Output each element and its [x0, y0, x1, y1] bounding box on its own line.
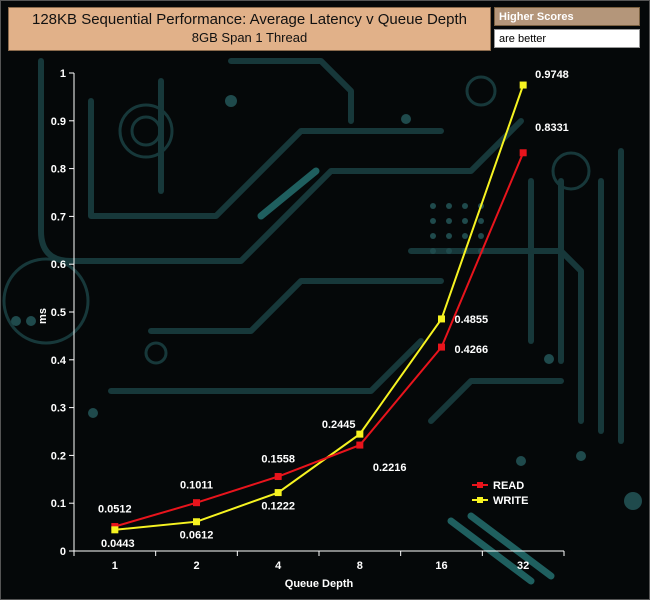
data-label-read: 0.0512 [98, 504, 132, 516]
series-line-write [114, 84, 525, 531]
data-label-read: 0.1011 [180, 480, 213, 492]
legend-label-read: READ [493, 480, 524, 492]
data-point-read [519, 149, 527, 157]
data-label-read: 0.1558 [261, 454, 295, 466]
chart-subtitle: 8GB Span 1 Thread [191, 30, 308, 45]
series-markers [111, 81, 527, 534]
series-line-read [114, 152, 525, 528]
x-tick-label: 2 [193, 560, 199, 572]
legend-swatch-marker [477, 497, 483, 503]
data-point-write [356, 430, 364, 438]
y-tick-label: 0.8 [51, 164, 66, 176]
data-point-read [274, 473, 282, 481]
y-tick-label: 0.2 [51, 450, 66, 462]
are-better-note: are better [494, 29, 640, 48]
x-tick-label: 32 [517, 560, 529, 572]
chart-title: 128KB Sequential Performance: Average La… [31, 11, 467, 28]
y-tick-label: 0.4 [51, 355, 67, 367]
data-label-write: 0.4855 [455, 314, 489, 326]
y-tick-label: 0.5 [51, 307, 66, 319]
x-tick-label: 16 [435, 560, 447, 572]
data-point-write [438, 315, 445, 323]
data-label-write: 0.0612 [180, 530, 214, 542]
data-label-read: 0.8331 [535, 122, 569, 134]
data-point-write [111, 526, 119, 534]
data-point-read [356, 441, 364, 449]
y-tick-label: 0.1 [51, 498, 66, 510]
legend-swatch-marker [477, 482, 483, 488]
data-point-read [438, 343, 445, 351]
data-label-read: 0.4266 [455, 344, 489, 356]
data-label-read: 0.2216 [373, 462, 407, 474]
y-axis-label: ms [37, 308, 49, 324]
higher-scores-note: Higher Scores [494, 7, 640, 26]
series-lines [114, 84, 525, 531]
data-label-write: 0.1222 [261, 501, 295, 513]
data-label-write: 0.0443 [101, 538, 135, 550]
chart-title-box: 128KB Sequential Performance: Average La… [8, 7, 491, 51]
y-tick-label: 1 [60, 68, 66, 80]
chart-legend: READ WRITE [472, 480, 528, 507]
y-tick-label: 0.6 [51, 259, 66, 271]
y-tick-label: 0.3 [51, 403, 66, 415]
data-point-write [193, 518, 200, 526]
x-tick-label: 8 [357, 560, 363, 572]
x-tick-label: 4 [275, 560, 282, 572]
x-axis-label: Queue Depth [285, 578, 354, 590]
data-point-read [193, 499, 200, 507]
data-point-write [519, 81, 527, 89]
data-label-write: 0.2445 [322, 419, 356, 431]
data-labels: 0.0512 0.1011 0.1558 0.2216 0.4266 0.8331 0.04… [98, 69, 569, 550]
data-label-write: 0.9748 [535, 69, 569, 81]
y-tick-label: 0 [60, 546, 66, 558]
data-point-write [274, 489, 282, 497]
y-tick-label: 0.9 [51, 116, 66, 128]
chart-axes: 0 0.1 0.2 0.3 0.4 0.5 0.6 0.7 0.8 0.9 1 1 2 4 8 16 32 [51, 68, 565, 572]
y-tick-label: 0.7 [51, 211, 66, 223]
x-tick-label: 1 [112, 560, 118, 572]
legend-label-write: WRITE [493, 495, 528, 507]
